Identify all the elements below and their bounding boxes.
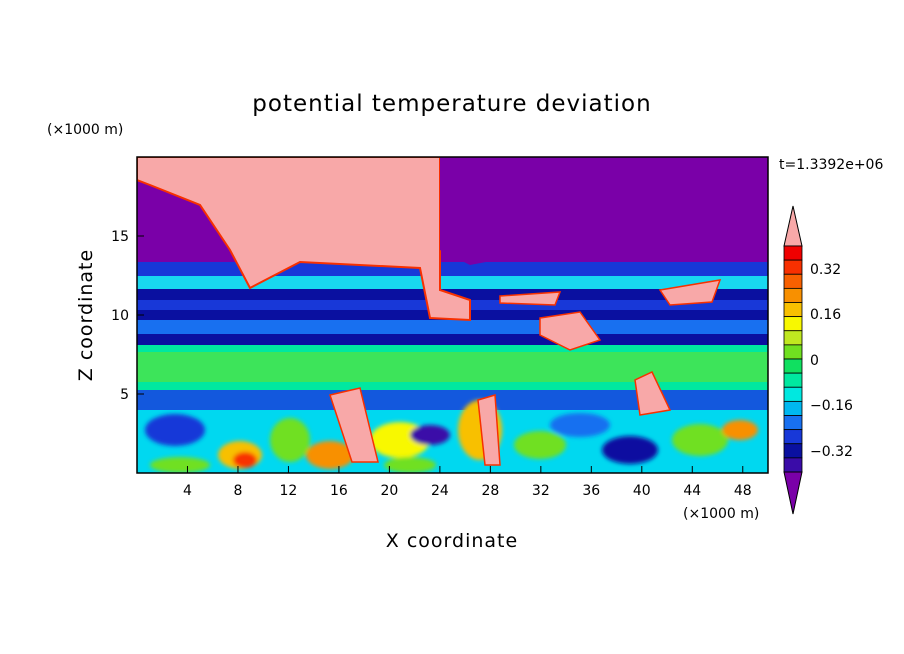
x-tick-label: 8	[233, 483, 242, 499]
y-unit-label: (×1000 m)	[47, 122, 123, 138]
y-tick-label: 10	[111, 308, 129, 324]
x-tick-label: 16	[330, 483, 348, 499]
x-tick-label: 28	[481, 483, 499, 499]
band-blue-stripe-2	[137, 320, 768, 334]
y-tick-label: 5	[120, 387, 129, 403]
high-region-mid-2	[539, 311, 602, 351]
x-tick-label: 12	[280, 483, 298, 499]
colorbar-box	[783, 429, 803, 445]
y-axis: 5 10 15	[111, 229, 144, 403]
colorbar-tick-label: 0	[810, 353, 819, 369]
colorbar-tick-label: −0.16	[810, 398, 853, 414]
high-region-upper-left	[137, 157, 471, 322]
colorbar-box	[783, 330, 803, 346]
colorbar-box	[783, 287, 803, 303]
x-tick-label: 48	[734, 483, 752, 499]
colorbar-box	[783, 443, 803, 459]
colorbar-box	[783, 302, 803, 318]
low-region-upper-right	[440, 157, 768, 265]
colorbar-box	[783, 259, 803, 275]
colorbar-box	[783, 358, 803, 374]
x-unit-label: (×1000 m)	[683, 506, 759, 522]
colorbar-tick-label: 0.32	[810, 262, 841, 278]
band-cyan-stripe	[137, 276, 768, 289]
colorbar-box	[783, 245, 803, 261]
x-tick-label: 32	[532, 483, 550, 499]
high-region-lower-1	[329, 387, 379, 463]
high-region-lower-2	[477, 394, 501, 466]
colorbar: 0.32 0.16 0 −0.16 −0.32	[783, 205, 853, 515]
x-tick-label: 40	[633, 483, 651, 499]
band-lower-blue	[137, 390, 768, 410]
colorbar-box	[783, 273, 803, 289]
lower-turbulence	[145, 400, 758, 473]
high-region-right	[658, 279, 722, 306]
colorbar-box	[783, 316, 803, 332]
colorbar-box	[783, 344, 803, 360]
band-yellowgreen	[137, 352, 768, 382]
colorbar-bottom-arrow	[783, 471, 803, 515]
colorbar-top-arrow	[783, 205, 803, 247]
time-label: t=1.3392e+06	[779, 157, 883, 173]
colorbar-box	[783, 457, 803, 473]
x-axis-label: X coordinate	[386, 530, 518, 552]
y-axis-label: Z coordinate	[75, 249, 97, 381]
y-tick-label: 15	[111, 229, 129, 245]
colorbar-tick-label: 0.16	[810, 307, 841, 323]
colorbar-tick-label: −0.32	[810, 444, 853, 460]
high-region-mid	[499, 291, 562, 306]
x-tick-label: 4	[183, 483, 192, 499]
x-tick-label: 44	[683, 483, 701, 499]
x-tick-label: 20	[380, 483, 398, 499]
colorbar-box	[783, 415, 803, 431]
x-tick-label: 24	[431, 483, 449, 499]
x-axis: 4 8 12 16 20 24 28 32 36 40 44 48	[183, 466, 752, 499]
x-tick-label: 36	[582, 483, 600, 499]
band-upper-transition	[137, 262, 768, 276]
high-region-lower-3	[634, 371, 672, 416]
colorbar-box	[783, 400, 803, 416]
heatmap-plot	[137, 157, 768, 473]
colorbar-box	[783, 372, 803, 388]
colorbar-box	[783, 386, 803, 402]
chart-title: potential temperature deviation	[252, 91, 651, 117]
